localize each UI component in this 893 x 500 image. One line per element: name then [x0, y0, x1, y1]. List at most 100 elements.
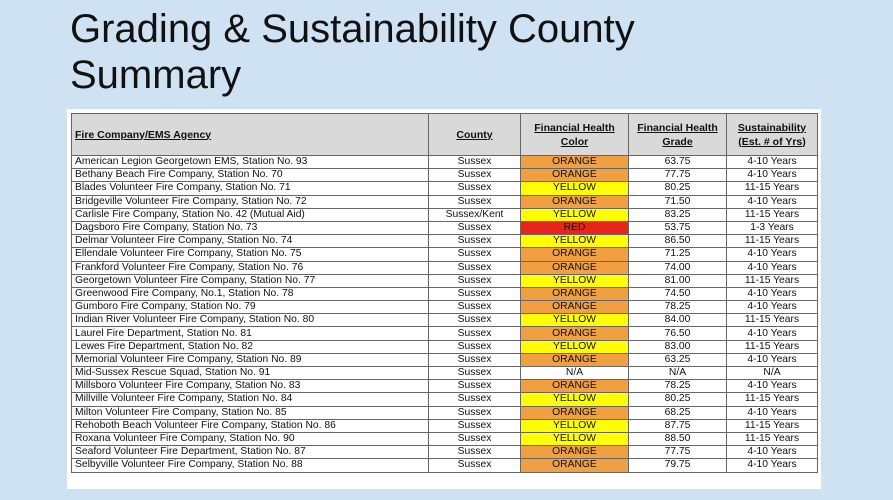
- header-grade-line2: Grade: [662, 135, 693, 148]
- header-row: Fire Company/EMS Agency County Financial…: [71, 113, 818, 156]
- agency-cell: Blades Volunteer Fire Company, Station N…: [71, 181, 429, 196]
- grade-cell: 80.25: [628, 392, 727, 407]
- grade-cell: 74.50: [628, 286, 727, 302]
- county-cell: Sussex: [428, 168, 521, 183]
- header-color-line1: Financial Health: [534, 121, 615, 134]
- county-cell: Sussex: [428, 379, 521, 394]
- grade-cell: 80.25: [628, 181, 727, 196]
- agency-cell: Delmar Volunteer Fire Company, Station N…: [71, 234, 429, 249]
- years-cell: 4-10 Years: [726, 168, 818, 183]
- grade-cell: 88.50: [628, 431, 727, 447]
- grade-cell: 83.25: [628, 207, 727, 222]
- color-cell: YELLOW: [520, 392, 629, 407]
- county-cell: Sussex: [428, 154, 521, 170]
- agency-cell: Seaford Volunteer Fire Department, Stati…: [71, 445, 429, 460]
- table-row: Laurel Fire Department, Station No. 81 Su…: [71, 326, 818, 341]
- grade-cell: 74.00: [628, 260, 727, 275]
- table-row: Seaford Volunteer Fire Department, Stati…: [71, 445, 818, 460]
- table-row: Gumboro Fire Company, Station No. 79 Suss…: [71, 300, 818, 315]
- table-row: Georgetown Volunteer Fire Company, Stati…: [71, 273, 818, 288]
- agency-cell: Laurel Fire Department, Station No. 81: [71, 326, 429, 341]
- grade-cell: 81.00: [628, 273, 727, 288]
- agency-cell: Ellendale Volunteer Fire Company, Statio…: [71, 247, 429, 262]
- agency-cell: Millsboro Volunteer Fire Company, Statio…: [71, 379, 429, 394]
- table-row: Blades Volunteer Fire Company, Station N…: [71, 181, 818, 196]
- table-row: Memorial Volunteer Fire Company, Station…: [71, 352, 818, 368]
- years-cell: 11-15 Years: [726, 392, 818, 407]
- grade-cell: 78.25: [628, 379, 727, 394]
- years-cell: 4-10 Years: [726, 379, 818, 394]
- grade-cell: 77.75: [628, 445, 727, 460]
- agency-cell: Georgetown Volunteer Fire Company, Stati…: [71, 273, 429, 288]
- grade-cell: 83.00: [628, 339, 727, 354]
- table-row: Indian River Volunteer Fire Company, Sta…: [71, 313, 818, 328]
- county-cell: Sussex: [428, 458, 521, 473]
- grade-cell: 86.50: [628, 234, 727, 249]
- agency-cell: Bethany Beach Fire Company, Station No. …: [71, 168, 429, 183]
- county-cell: Sussex: [428, 365, 521, 381]
- header-grade-line1: Financial Health: [637, 121, 718, 134]
- summary-table-container: Fire Company/EMS Agency County Financial…: [67, 109, 821, 489]
- color-cell: YELLOW: [520, 313, 629, 328]
- county-cell: Sussex/Kent: [428, 207, 521, 222]
- agency-cell: Selbyville Volunteer Fire Company, Stati…: [71, 458, 429, 473]
- color-cell: ORANGE: [520, 154, 629, 170]
- years-cell: 4-10 Years: [726, 445, 818, 460]
- agency-cell: Lewes Fire Department, Station No. 82: [71, 339, 429, 354]
- header-sustainability: Sustainability (Est. # of Yrs): [726, 113, 818, 156]
- table-row: Millsboro Volunteer Fire Company, Statio…: [71, 379, 818, 394]
- color-cell: ORANGE: [520, 247, 629, 262]
- color-cell: YELLOW: [520, 431, 629, 447]
- county-cell: Sussex: [428, 418, 521, 433]
- color-cell: ORANGE: [520, 168, 629, 183]
- header-county: County: [428, 113, 521, 156]
- color-cell: YELLOW: [520, 234, 629, 249]
- years-cell: 4-10 Years: [726, 405, 818, 420]
- county-cell: Sussex: [428, 220, 521, 236]
- agency-cell: Greenwood Fire Company, No.1, Station No…: [71, 286, 429, 302]
- grade-cell: 78.25: [628, 300, 727, 315]
- grade-cell: 63.75: [628, 154, 727, 170]
- grade-cell: N/A: [628, 365, 727, 381]
- header-sust-line2: (Est. # of Yrs): [738, 135, 806, 148]
- table-row: American Legion Georgetown EMS, Station …: [71, 154, 818, 170]
- years-cell: 1-3 Years: [726, 220, 818, 236]
- years-cell: 4-10 Years: [726, 458, 818, 473]
- county-cell: Sussex: [428, 273, 521, 288]
- table-row: Greenwood Fire Company, No.1, Station No…: [71, 286, 818, 302]
- table-row: Carlisle Fire Company, Station No. 42 (M…: [71, 207, 818, 222]
- color-cell: ORANGE: [520, 405, 629, 420]
- years-cell: N/A: [726, 365, 818, 381]
- grade-cell: 71.50: [628, 194, 727, 209]
- years-cell: 11-15 Years: [726, 273, 818, 288]
- years-cell: 4-10 Years: [726, 260, 818, 275]
- table-row: Milton Volunteer Fire Company, Station N…: [71, 405, 818, 420]
- years-cell: 4-10 Years: [726, 300, 818, 315]
- years-cell: 4-10 Years: [726, 286, 818, 302]
- agency-cell: Indian River Volunteer Fire Company, Sta…: [71, 313, 429, 328]
- table-row: Rehoboth Beach Volunteer Fire Company, S…: [71, 418, 818, 433]
- grade-cell: 63.25: [628, 352, 727, 368]
- table-row: Mid-Sussex Rescue Squad, Station No. 91 S…: [71, 365, 818, 381]
- county-cell: Sussex: [428, 234, 521, 249]
- color-cell: ORANGE: [520, 194, 629, 209]
- agency-cell: Memorial Volunteer Fire Company, Station…: [71, 352, 429, 368]
- table-row: Roxana Volunteer Fire Company, Station N…: [71, 431, 818, 447]
- color-cell: YELLOW: [520, 339, 629, 354]
- color-cell: ORANGE: [520, 260, 629, 275]
- years-cell: 11-15 Years: [726, 207, 818, 222]
- color-cell: YELLOW: [520, 207, 629, 222]
- agency-cell: Dagsboro Fire Company, Station No. 73: [71, 220, 429, 236]
- table-row: Millville Volunteer Fire Company, Statio…: [71, 392, 818, 407]
- table-body: American Legion Georgetown EMS, Station …: [71, 154, 818, 473]
- color-cell: ORANGE: [520, 286, 629, 302]
- county-cell: Sussex: [428, 313, 521, 328]
- agency-cell: Roxana Volunteer Fire Company, Station N…: [71, 431, 429, 447]
- color-cell: ORANGE: [520, 326, 629, 341]
- county-cell: Sussex: [428, 405, 521, 420]
- color-cell: YELLOW: [520, 181, 629, 196]
- years-cell: 4-10 Years: [726, 194, 818, 209]
- years-cell: 11-15 Years: [726, 339, 818, 354]
- summary-table: Fire Company/EMS Agency County Financial…: [71, 113, 818, 473]
- color-cell: YELLOW: [520, 418, 629, 433]
